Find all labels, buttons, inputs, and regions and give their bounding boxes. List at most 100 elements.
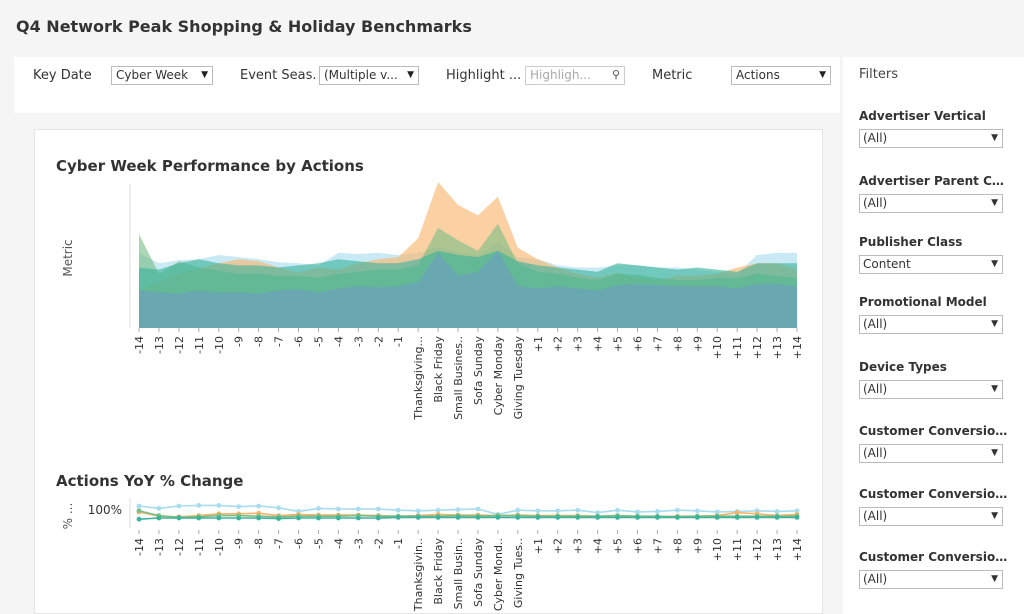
x-tick-label: +7 (651, 336, 664, 352)
x-tick-label: +5 (612, 336, 625, 352)
filter-dropdown[interactable]: (All) ▼ (859, 507, 1003, 526)
filter-dropdown[interactable]: (All) ▼ (859, 129, 1003, 148)
data-point (136, 503, 142, 509)
line-chart-title: Actions YoY % Change (56, 472, 244, 490)
filters-title: Filters (859, 67, 898, 82)
data-point (714, 515, 720, 520)
x-tick-label: -7 (273, 538, 286, 549)
x-tick-label: -6 (293, 538, 306, 549)
data-point (655, 509, 660, 514)
parameter-toolbar: Key Date Cyber Week ▼ Event Seas... (Mul… (14, 57, 840, 113)
event-season-value: (Multiple v... (324, 68, 398, 82)
data-point (375, 515, 381, 521)
filter-dropdown[interactable]: (All) ▼ (859, 380, 1003, 399)
x-tick-label: +4 (592, 336, 605, 352)
filter-label: Promotional Model (859, 295, 987, 309)
filter-label: Customer Conversion ... (859, 487, 1009, 501)
x-tick-label: Cyber Monday (492, 336, 505, 416)
filter-label: Advertiser Parent Cat... (859, 174, 1009, 188)
data-point (316, 506, 321, 511)
data-point (615, 507, 620, 513)
chevron-down-icon: ▼ (201, 70, 208, 80)
event-season-dropdown[interactable]: (Multiple v... ▼ (319, 66, 419, 85)
data-point (575, 515, 581, 520)
x-tick-label: +3 (572, 538, 585, 554)
filter-dropdown[interactable]: (All) ▼ (859, 194, 1003, 213)
chevron-down-icon: ▼ (991, 133, 998, 143)
data-point (615, 515, 620, 520)
data-point (655, 515, 660, 520)
x-tick-label: -14 (133, 538, 146, 556)
y-tick-label: 100% (88, 503, 122, 517)
data-point (754, 515, 760, 520)
highlight-search-input[interactable]: Highligh... ⚲ (525, 66, 625, 85)
area-chart-title: Cyber Week Performance by Actions (56, 157, 364, 175)
data-point (675, 507, 680, 513)
filter-dropdown[interactable]: Content ▼ (859, 255, 1003, 274)
data-point (415, 515, 421, 520)
data-point (435, 515, 441, 520)
page-title: Q4 Network Peak Shopping & Holiday Bench… (16, 17, 472, 36)
filter-value: (All) (863, 509, 888, 523)
x-tick-label: -1 (392, 538, 405, 549)
x-tick-label: +1 (532, 538, 545, 554)
x-tick-label: -2 (372, 538, 385, 549)
metric-value: Actions (736, 68, 780, 82)
data-point (196, 503, 202, 508)
line-series-0 (138, 504, 798, 516)
x-tick-label: +12 (751, 336, 764, 359)
filter-value: (All) (863, 317, 888, 331)
data-point (156, 515, 162, 521)
x-tick-label: +10 (711, 538, 724, 561)
x-tick-label: +3 (572, 336, 585, 352)
highlight-placeholder: Highligh... (530, 68, 591, 82)
x-tick-label: -12 (173, 538, 186, 556)
filter-value: (All) (863, 131, 888, 145)
data-point (395, 507, 401, 513)
x-tick-label: +6 (631, 336, 644, 352)
data-point (595, 510, 600, 515)
data-point (675, 515, 680, 520)
x-tick-label: -2 (372, 336, 385, 347)
data-point (256, 515, 261, 521)
x-tick-label: -10 (213, 538, 226, 556)
x-tick-label: +5 (612, 538, 625, 554)
y-axis-label: Metric (61, 239, 75, 276)
key-date-label: Key Date (33, 68, 92, 83)
data-point (794, 508, 800, 514)
filters-sidebar: Filters Advertiser Vertical (All) ▼ Adverti… (843, 57, 1024, 614)
x-tick-label: +2 (552, 538, 565, 554)
filter-value: Content (863, 257, 911, 271)
x-tick-label: +11 (731, 538, 744, 561)
event-season-label: Event Seas... (240, 68, 318, 83)
data-point (276, 505, 281, 511)
x-tick-label: -9 (233, 538, 246, 549)
search-icon: ⚲ (611, 68, 620, 81)
filter-value: (All) (863, 196, 888, 210)
filter-label: Publisher Class (859, 235, 963, 249)
data-point (774, 509, 780, 514)
x-tick-label: Thanksgiving... (412, 336, 425, 421)
key-date-dropdown[interactable]: Cyber Week ▼ (111, 66, 213, 85)
y-axis-label: % ... (61, 503, 75, 530)
data-point (595, 515, 600, 520)
data-point (635, 509, 640, 515)
data-point (336, 506, 341, 512)
x-tick-label: -9 (233, 336, 246, 347)
filter-dropdown[interactable]: (All) ▼ (859, 315, 1003, 334)
data-point (236, 504, 242, 509)
x-tick-label: -4 (332, 538, 345, 549)
x-tick-label: +11 (731, 336, 744, 359)
x-tick-label: +13 (771, 336, 784, 359)
x-tick-label: Black Friday (432, 336, 445, 403)
x-tick-label: Thanksgivin.. (412, 538, 425, 612)
x-tick-label: +9 (691, 336, 704, 352)
filter-dropdown[interactable]: (All) ▼ (859, 444, 1003, 463)
chevron-down-icon: ▼ (991, 259, 998, 269)
filter-label: Device Types (859, 360, 947, 374)
x-tick-label: -11 (193, 336, 206, 354)
metric-dropdown[interactable]: Actions ▼ (731, 66, 831, 85)
filter-dropdown[interactable]: (All) ▼ (859, 570, 1003, 589)
chevron-down-icon: ▼ (991, 574, 998, 584)
data-point (635, 515, 640, 520)
